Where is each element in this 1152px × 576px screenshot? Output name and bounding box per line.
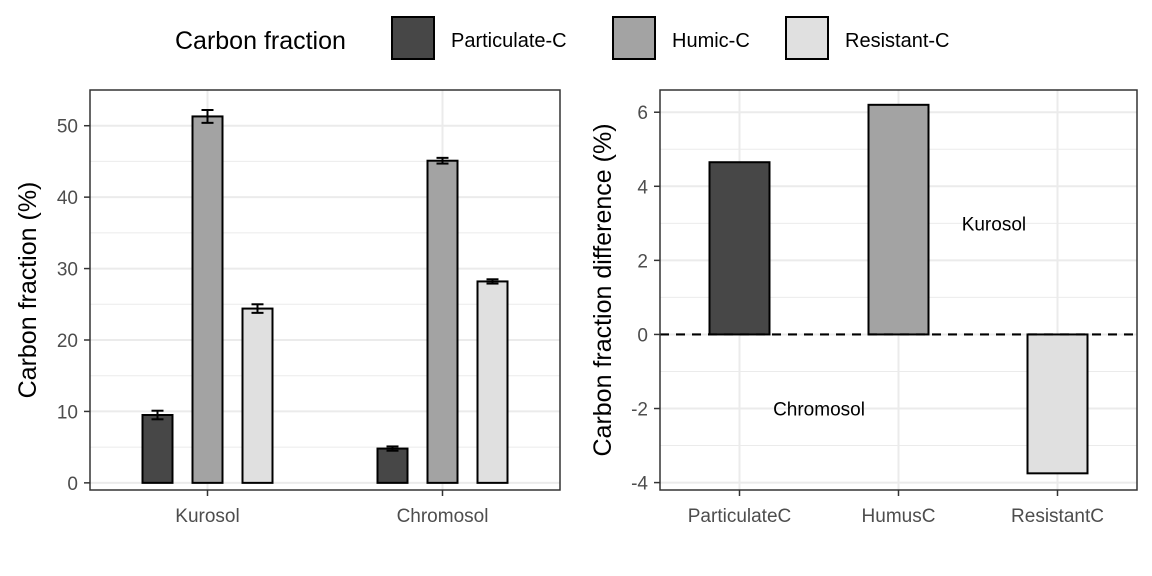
y-tick-label: 6 <box>637 103 648 124</box>
legend-label-particulate: Particulate-C <box>451 30 567 52</box>
legend-key-resistant <box>785 16 829 60</box>
annotation-chromosol: Chromosol <box>773 400 865 421</box>
panel-border <box>89 89 561 491</box>
bar-resistant-c-chromosol <box>476 280 509 484</box>
legend-title: Carbon fraction <box>175 27 346 55</box>
y-tick-label: -2 <box>631 400 648 421</box>
bar-humusc <box>867 103 930 336</box>
y-tick-label: 2 <box>637 251 648 272</box>
x-tick-label: ParticulateC <box>688 506 792 527</box>
y-tick-label: 30 <box>57 260 78 281</box>
bar-particulate-c-kurosol <box>141 414 174 484</box>
y-tick-label: 40 <box>57 188 78 209</box>
x-tick-label: Kurosol <box>175 506 239 527</box>
bar-resistant-c-kurosol <box>241 307 274 484</box>
y-tick-label: 10 <box>57 402 78 423</box>
legend-key-particulate <box>391 16 435 60</box>
bar-particulatec <box>708 161 771 336</box>
y-tick-label: 0 <box>637 325 648 346</box>
y-tick-label: -4 <box>631 474 648 495</box>
bar-humic-c-kurosol <box>191 115 224 484</box>
bar-humic-c-chromosol <box>426 159 459 484</box>
right-y-axis-title: Carbon fraction difference (%) <box>589 123 617 456</box>
x-tick-label: HumusC <box>862 506 936 527</box>
legend-key-humic <box>612 16 656 60</box>
x-tick-label: ResistantC <box>1011 506 1104 527</box>
legend-label-resistant: Resistant-C <box>845 30 949 52</box>
annotation-kurosol: Kurosol <box>962 214 1026 235</box>
y-tick-label: 4 <box>637 177 648 198</box>
left-panel: 0 10 20 30 40 50 Kurosol Chromosol <box>57 89 561 527</box>
x-tick-label: Chromosol <box>397 506 489 527</box>
right-panel: Kurosol Chromosol -4 -2 0 2 4 6 ParticulateC Humu… <box>631 89 1138 527</box>
legend: Carbon fraction Particulate-C Humic-C Re… <box>175 16 949 60</box>
bar-particulate-c-chromosol <box>376 447 409 484</box>
y-tick-label: 0 <box>67 474 78 495</box>
left-y-axis-title: Carbon fraction (%) <box>14 182 42 399</box>
y-tick-label: 50 <box>57 117 78 138</box>
legend-label-humic: Humic-C <box>672 30 750 52</box>
bar-resistantc <box>1026 333 1089 475</box>
y-tick-label: 20 <box>57 331 78 352</box>
